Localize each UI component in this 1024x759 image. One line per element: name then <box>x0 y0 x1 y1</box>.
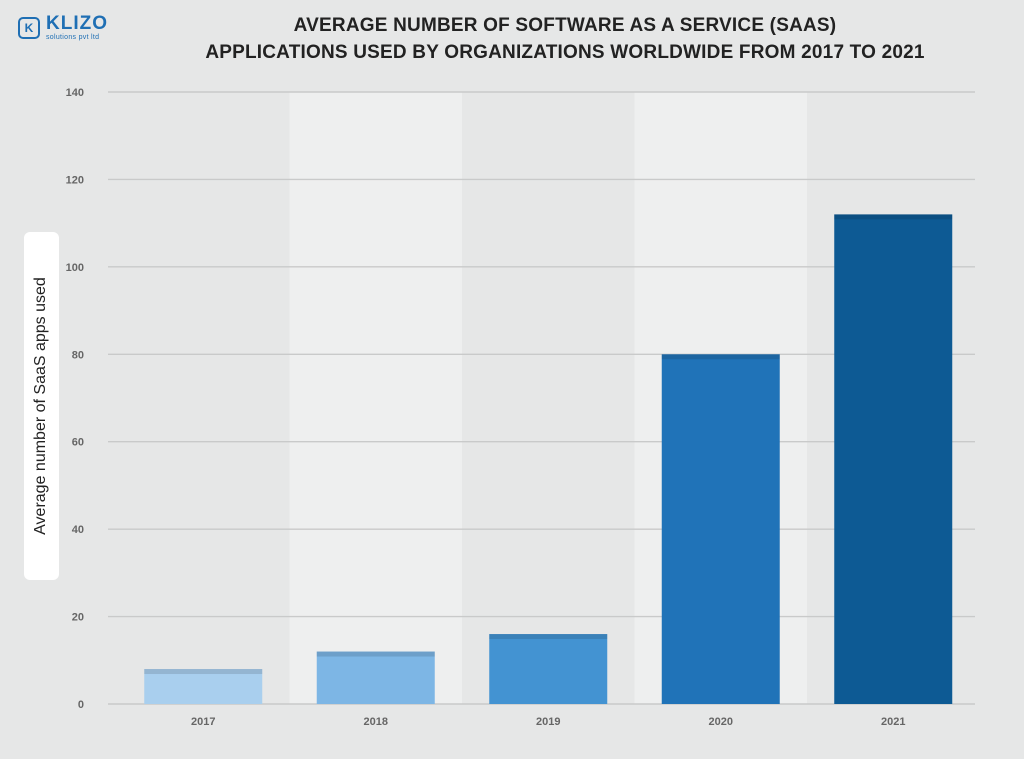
bar-2019 <box>489 634 608 704</box>
chart-title-line-1: AVERAGE NUMBER OF SOFTWARE AS A SERVICE … <box>293 15 837 36</box>
logo-name: KLIZO <box>46 13 108 34</box>
x-tick-label-2019: 2019 <box>536 716 560 728</box>
y-tick-label-20: 20 <box>72 612 84 624</box>
y-tick-label-0: 0 <box>78 699 84 711</box>
logo-tagline: solutions pvt ltd <box>46 34 100 41</box>
column-band-2017 <box>117 92 290 704</box>
y-axis-label-box <box>24 232 59 580</box>
bar-2021 <box>834 214 953 704</box>
y-tick-label-60: 60 <box>72 437 84 449</box>
bar-top-shade-2020 <box>661 354 780 360</box>
y-tick-label-100: 100 <box>66 262 84 274</box>
logo: K KLIZO solutions pvt ltd <box>18 14 108 41</box>
bar-2020 <box>661 354 780 704</box>
logo-text: KLIZO solutions pvt ltd <box>46 14 108 41</box>
bar-top-shade-2017 <box>144 669 263 675</box>
bar-top-shade-2019 <box>489 634 608 640</box>
logo-mark-icon: K <box>18 16 40 39</box>
y-tick-label-120: 120 <box>66 174 84 186</box>
column-band-2019 <box>462 92 635 704</box>
x-tick-label-2020: 2020 <box>709 716 733 728</box>
chart-title-line-2: APPLICATIONS USED BY ORGANIZATIONS WORLD… <box>205 42 925 63</box>
y-tick-label-40: 40 <box>72 524 84 536</box>
y-tick-label-140: 140 <box>66 87 84 99</box>
x-tick-label-2017: 2017 <box>191 716 215 728</box>
bar-top-shade-2018 <box>316 651 435 657</box>
x-tick-label-2021: 2021 <box>881 716 905 728</box>
bar-top-shade-2021 <box>834 214 953 220</box>
y-tick-label-80: 80 <box>72 349 84 361</box>
bar-2018 <box>316 651 435 704</box>
column-band-2018 <box>289 92 462 704</box>
bar-2017 <box>144 669 263 704</box>
x-tick-label-2018: 2018 <box>364 716 388 728</box>
chart-title: AVERAGE NUMBER OF SOFTWARE AS A SERVICE … <box>150 12 980 66</box>
